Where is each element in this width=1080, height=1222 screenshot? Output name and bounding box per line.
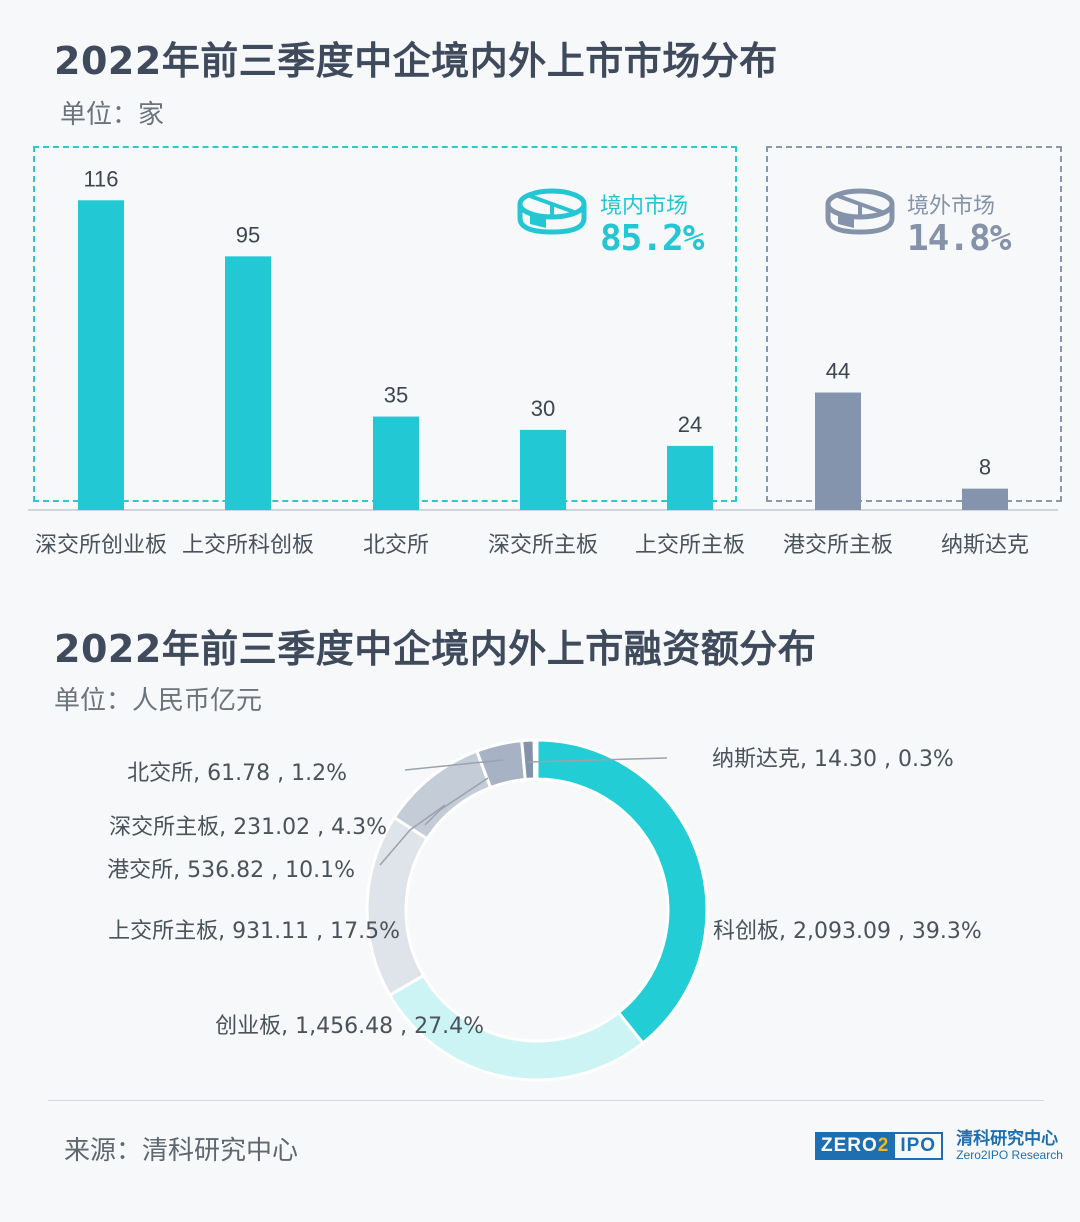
category-label: 上交所主板: [635, 533, 745, 558]
overseas-market-name: 境外市场: [907, 194, 996, 219]
leader-line: [424, 777, 489, 826]
logo-mark-left: ZERO: [821, 1135, 878, 1157]
domestic-market-share: 85.2%: [600, 218, 704, 259]
footer-divider: [48, 1100, 1044, 1101]
logo-mark: ZERO2: [815, 1132, 896, 1161]
category-label: 上交所科创板: [182, 533, 314, 558]
overseas-market-label: 境外市场 14.8%: [907, 188, 1011, 259]
domestic-market-label: 境内市场 85.2%: [600, 188, 704, 259]
leader-line: [527, 757, 668, 763]
logo-english-name: Zero2IPO Research: [956, 1147, 1063, 1162]
category-label: 深交所创业板: [35, 533, 167, 558]
financing-donut-chart: 科创板, 2,093.09 , 39.3% 创业板, 1,456.48 , 27.…: [107, 738, 982, 1082]
source-note: 来源：清科研究中心: [64, 1136, 299, 1166]
bar: [373, 416, 419, 510]
bar: [225, 256, 271, 510]
category-label: 北交所: [363, 533, 429, 558]
logo-chinese-name: 清科研究中心: [956, 1129, 1059, 1149]
category-label: 纳斯达克: [941, 533, 1029, 558]
pie-chart-icon: [825, 188, 895, 235]
donut-chart-title: 2022年前三季度中企境内外上市融资额分布: [54, 627, 817, 671]
overseas-market-region: [766, 146, 1062, 502]
donut-slice: [535, 738, 709, 1046]
slice-label: 上交所主板, 931.11 , 17.5%: [108, 919, 400, 944]
bar-value-label: 95: [236, 222, 260, 247]
bar-chart-unit: 单位：家: [60, 100, 165, 130]
slice-label: 科创板, 2,093.09 , 39.3%: [713, 919, 982, 944]
logo-text: 清科研究中心 Zero2IPO Research: [956, 1129, 1063, 1162]
donut-slice: [532, 738, 539, 781]
donut-slice: [392, 749, 493, 841]
bar: [78, 200, 124, 510]
domestic-market-name: 境内市场: [600, 194, 689, 219]
bar-value-label: 35: [384, 383, 408, 408]
bar: [815, 392, 861, 510]
slice-label: 港交所, 536.82 , 10.1%: [107, 858, 355, 883]
slice-label: 创业板, 1,456.48 , 27.4%: [215, 1014, 484, 1039]
donut-chart-unit: 单位：人民币亿元: [54, 686, 263, 716]
bar-value-label: 30: [531, 396, 555, 421]
pie-chart-icon: [517, 188, 587, 235]
slice-label: 北交所, 61.78 , 1.2%: [127, 761, 347, 786]
bar-value-label: 8: [979, 455, 991, 480]
slice-label: 深交所主板, 231.02 , 4.3%: [109, 815, 387, 840]
slice-label: 纳斯达克, 14.30 , 0.3%: [712, 747, 954, 772]
leader-line: [379, 804, 446, 866]
bar-chart-title: 2022年前三季度中企境内外上市市场分布: [54, 39, 778, 83]
category-label: 深交所主板: [488, 533, 598, 558]
zero2ipo-logo: ZERO2 IPO 清科研究中心 Zero2IPO Research: [815, 1129, 1063, 1162]
logo-mark-ipo: IPO: [893, 1132, 944, 1161]
bar: [667, 445, 713, 510]
listing-count-bar-chart: 116 深交所创业板 95 上交所科创板 35 北交所 30 深交所主板 24 上交所主板 44 港交…: [28, 166, 1058, 558]
bar-value-label: 44: [826, 359, 850, 384]
bar: [962, 488, 1008, 510]
category-label: 港交所主板: [783, 533, 893, 558]
bar-value-label: 24: [678, 412, 702, 437]
logo-mark-two: 2: [877, 1135, 890, 1157]
bar: [520, 429, 566, 510]
overseas-market-share: 14.8%: [907, 218, 1011, 259]
bar-value-label: 116: [83, 166, 118, 191]
leader-line: [404, 759, 504, 771]
